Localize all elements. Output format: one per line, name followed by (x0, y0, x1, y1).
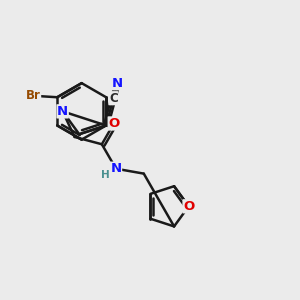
Text: Br: Br (26, 89, 40, 102)
Text: O: O (183, 200, 194, 213)
Text: N: N (112, 77, 123, 90)
Text: O: O (108, 117, 119, 130)
Text: H: H (101, 170, 110, 180)
Text: N: N (110, 162, 122, 175)
Text: N: N (57, 105, 68, 118)
Text: C: C (109, 92, 118, 105)
